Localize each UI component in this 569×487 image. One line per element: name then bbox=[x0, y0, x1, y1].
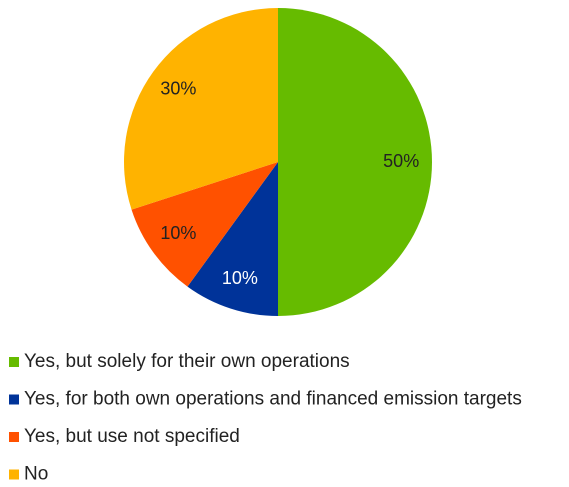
legend-label: No bbox=[24, 464, 48, 485]
pie-slice bbox=[131, 162, 278, 287]
data-label: 50% bbox=[383, 151, 419, 171]
pie-slice bbox=[278, 8, 432, 316]
pie-slice bbox=[123, 8, 278, 210]
legend-swatch bbox=[9, 469, 19, 480]
legend-label: Yes, but solely for their own operations bbox=[24, 351, 350, 372]
pie-slice bbox=[187, 162, 278, 316]
legend-swatch bbox=[9, 432, 19, 442]
legend-label: Yes, but use not specified bbox=[24, 426, 240, 447]
legend-swatch bbox=[9, 357, 19, 367]
data-label: 10% bbox=[160, 223, 196, 243]
legend-swatch bbox=[9, 394, 19, 405]
data-label: 30% bbox=[160, 78, 196, 98]
data-label: 10% bbox=[222, 268, 258, 288]
legend-label: Yes, for both own operations and finance… bbox=[24, 389, 522, 410]
